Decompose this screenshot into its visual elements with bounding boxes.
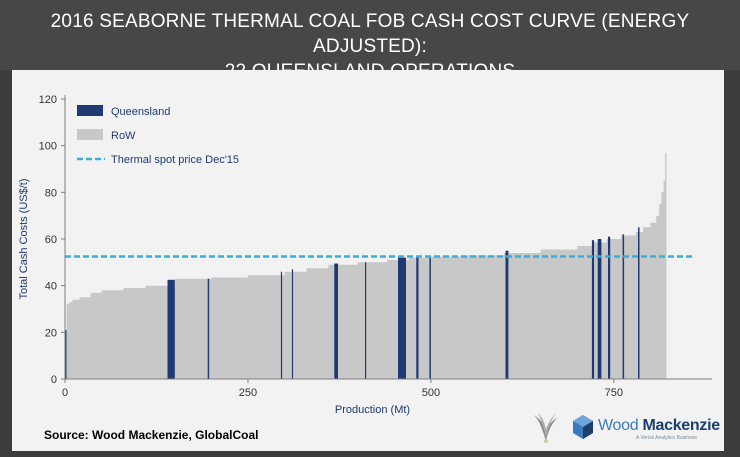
y-tick-label-40: 40 (45, 281, 57, 293)
queensland-bar-3 (207, 278, 210, 379)
queensland-bar-15 (622, 234, 625, 379)
y-tick-label-100: 100 (39, 141, 57, 153)
queensland-bar-7 (365, 262, 367, 379)
x-tick-label-500: 500 (422, 387, 440, 399)
cost-curve-chart: 0 20 40 60 80 100 120 0 250 500 750 Production (Mt)… (18, 94, 712, 416)
queensland-bar-8 (398, 257, 406, 379)
y-tick-label-60: 60 (45, 234, 57, 246)
globalcoal-logo (530, 411, 562, 445)
x-tick-label-0: 0 (62, 387, 68, 399)
queensland-bar-13 (597, 239, 602, 379)
legend-swatch-2 (77, 129, 103, 140)
y-tick-label-20: 20 (45, 327, 57, 339)
y-tick-label-80: 80 (45, 187, 57, 199)
logo-text-regular: Wood (598, 417, 643, 434)
y-tick-label-0: 0 (51, 374, 57, 386)
queensland-bar-2 (167, 279, 175, 379)
wood-mackenzie-hexagon-icon (573, 415, 593, 439)
queensland-bar-9 (416, 256, 419, 379)
queensland-bar-6 (334, 263, 338, 379)
slide-title-line-1: 2016 SEABORNE THERMAL COAL FOB CASH COST… (50, 11, 690, 57)
y-tick-label-120: 120 (39, 94, 57, 106)
legend-label-1: Queensland (111, 106, 170, 118)
y-axis-label: Total Cash Costs (US$/t) (18, 178, 30, 299)
legend-label-3: Thermal spot price Dec'15 (111, 154, 239, 166)
logo-tagline: A Verisk Analytics Business (636, 435, 697, 441)
queensland-bar-14 (608, 236, 611, 379)
source-note: Source: Wood Mackenzie, GlobalCoal (44, 428, 259, 442)
queensland-bar-10 (429, 256, 431, 379)
wood-mackenzie-logo: Wood Mackenzie A Verisk Analytics Busine… (572, 413, 722, 443)
chart-panel: 0 20 40 60 80 100 120 0 250 500 750 Production (Mt)… (12, 70, 724, 451)
title-bar: 2016 SEABORNE THERMAL COAL FOB CASH COST… (0, 0, 740, 82)
wood-mackenzie-wordmark: Wood Mackenzie (598, 417, 720, 435)
x-tick-label-250: 250 (239, 387, 257, 399)
logo-text-bold: Mackenzie (642, 417, 720, 434)
queensland-bar-12 (591, 240, 595, 379)
legend-swatch-1 (77, 105, 103, 116)
legend-label-2: RoW (111, 130, 136, 142)
queensland-bar-1 (65, 330, 67, 379)
queensland-bar-11 (505, 250, 509, 379)
queensland-bar-4 (280, 271, 283, 379)
x-tick-label-750: 750 (605, 387, 623, 399)
x-axis-label: Production (Mt) (335, 404, 410, 416)
queensland-bar-5 (291, 269, 294, 379)
queensland-bar-16 (638, 227, 640, 379)
